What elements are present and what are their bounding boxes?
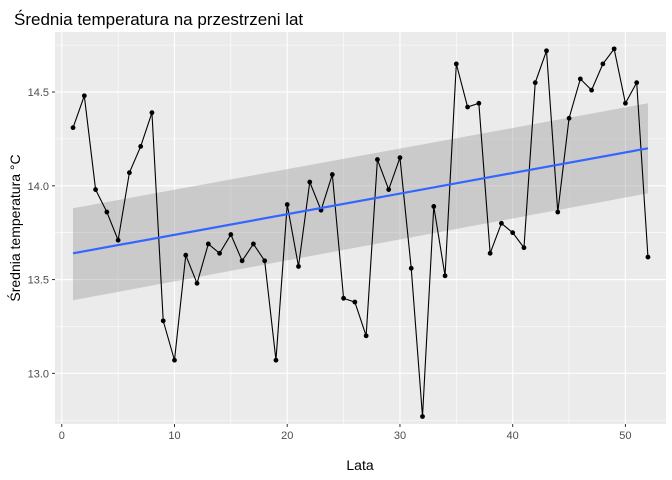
x-tick-label: 20 bbox=[281, 430, 293, 442]
minor-grid bbox=[55, 32, 666, 424]
chart-title: Średnia temperatura na przestrzeni lat bbox=[14, 10, 303, 29]
series-line bbox=[72, 47, 649, 417]
data-point bbox=[487, 250, 493, 256]
x-tick-label: 50 bbox=[619, 430, 631, 442]
data-point bbox=[138, 144, 144, 149]
data-point bbox=[217, 250, 222, 256]
y-axis: 13.0 13.5 14.0 14.5 bbox=[28, 87, 55, 380]
trend-line-layer bbox=[72, 147, 649, 255]
data-point bbox=[386, 187, 392, 192]
data-point bbox=[645, 254, 651, 260]
data-point bbox=[510, 230, 516, 236]
data-point bbox=[465, 104, 470, 110]
data-point bbox=[555, 209, 561, 215]
x-tick-label: 0 bbox=[59, 430, 65, 442]
y-tick-label: 13.5 bbox=[28, 275, 49, 287]
data-point bbox=[183, 252, 189, 258]
data-point bbox=[420, 414, 425, 419]
data-point bbox=[307, 179, 313, 185]
y-tick-label: 14.5 bbox=[28, 87, 49, 99]
data-point bbox=[70, 125, 76, 131]
data-point bbox=[262, 258, 268, 264]
data-point bbox=[81, 93, 87, 99]
data-point bbox=[149, 110, 155, 116]
data-point bbox=[341, 295, 346, 301]
data-point bbox=[623, 100, 628, 106]
data-point bbox=[600, 61, 606, 67]
trend-line bbox=[72, 147, 649, 255]
x-tick-label: 10 bbox=[168, 430, 180, 442]
series-line-layer bbox=[72, 47, 649, 417]
x-axis-title: Lata bbox=[346, 457, 373, 473]
data-point bbox=[442, 273, 448, 279]
y-tick-label: 13.0 bbox=[28, 368, 49, 380]
y-axis-title: Średnia temperatura °C bbox=[6, 154, 23, 301]
major-grid bbox=[55, 32, 666, 424]
plot-panel bbox=[55, 32, 666, 424]
data-point bbox=[634, 80, 640, 86]
data-point bbox=[532, 80, 538, 86]
data-point bbox=[453, 61, 459, 67]
data-point bbox=[172, 357, 177, 363]
x-tick-label: 40 bbox=[507, 430, 519, 442]
data-point bbox=[611, 46, 617, 52]
data-point bbox=[115, 237, 121, 243]
data-point bbox=[160, 318, 166, 324]
data-point bbox=[431, 204, 437, 209]
data-point bbox=[104, 209, 110, 215]
data-point bbox=[205, 241, 211, 247]
data-point bbox=[363, 333, 369, 339]
data-point bbox=[127, 170, 132, 176]
data-point bbox=[408, 265, 414, 271]
data-point bbox=[566, 115, 572, 121]
data-point bbox=[273, 357, 279, 363]
data-point bbox=[239, 258, 245, 264]
data-point bbox=[476, 100, 482, 106]
data-point bbox=[284, 202, 290, 207]
data-point bbox=[93, 187, 98, 192]
data-point bbox=[521, 245, 527, 251]
data-point bbox=[228, 232, 234, 237]
data-point bbox=[499, 220, 504, 226]
data-point bbox=[194, 280, 200, 286]
data-point bbox=[296, 264, 301, 269]
data-point bbox=[544, 48, 549, 54]
x-tick-label: 30 bbox=[394, 430, 406, 442]
x-axis: 0 10 20 30 40 50 bbox=[59, 424, 632, 442]
data-point bbox=[251, 241, 256, 247]
data-point bbox=[329, 172, 335, 177]
y-tick-label: 14.0 bbox=[28, 181, 49, 193]
series-points-layer bbox=[70, 46, 651, 419]
data-point bbox=[375, 157, 380, 162]
data-point bbox=[397, 155, 403, 161]
data-point bbox=[352, 299, 358, 305]
data-point bbox=[577, 76, 583, 82]
data-point bbox=[589, 87, 594, 93]
